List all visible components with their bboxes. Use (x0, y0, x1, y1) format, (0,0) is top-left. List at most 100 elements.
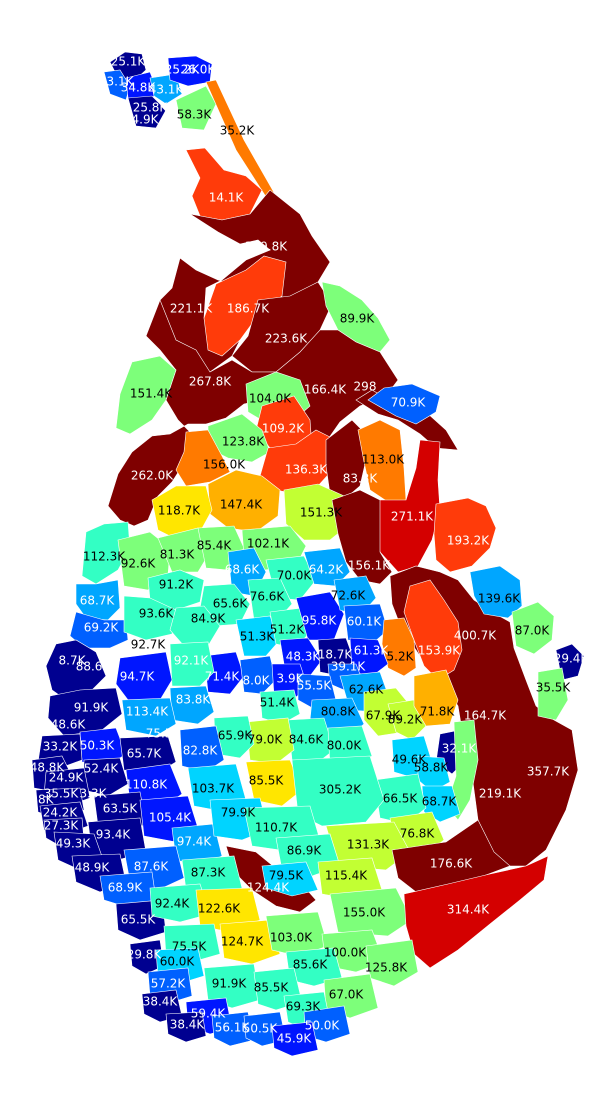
region-central-north-4 (175, 429, 231, 487)
region-south-blue-56 (211, 1011, 255, 1047)
region-value-label: 61.3K (354, 644, 390, 658)
region-value-label: 8.0K (243, 674, 271, 688)
region-value-label: 95.8K (302, 614, 338, 628)
region-value-label: 81.3K (160, 548, 196, 562)
region-value-label: 100.0K (324, 946, 367, 960)
region-value-label: 48.3K (286, 650, 322, 664)
region-value-label: 68.7K (422, 795, 458, 809)
region-northwest-1 (107, 299, 277, 527)
region-value-label: 122.6K (198, 902, 241, 916)
region-value-label: 24.9K (49, 771, 85, 785)
region-value-label: 33.2K (43, 740, 79, 754)
region-sc-aqua-92 (149, 883, 211, 923)
region-value-label: 76.6K (250, 590, 286, 604)
region-central-royal-71 (203, 651, 245, 695)
region-value-label: 25.8K (133, 101, 169, 115)
region-east-orange-5 (381, 617, 417, 677)
region-value-label: 56.1K (215, 1021, 251, 1035)
region-value-label: 26.0K (181, 63, 217, 77)
region-value-label: 166.4K (304, 383, 347, 397)
region-value-label: 43.1K (149, 83, 185, 97)
region-center-cyan-51 (235, 615, 281, 657)
region-value-label: 136.3K (285, 463, 328, 477)
region-value-label: 55.5K (297, 679, 333, 693)
region-value-label: 50.0K (305, 1019, 341, 1033)
region-value-label: 118.7K (158, 504, 201, 518)
region-value-label: 124.4K (247, 881, 290, 895)
region-se-darkred-176 (391, 819, 511, 893)
region-central-sky-113 (121, 697, 177, 737)
region-value-label: 79.0K (248, 733, 284, 747)
region-value-label: 92.7K (131, 638, 167, 652)
region-value-label: 93.6K (139, 607, 175, 621)
region-west-blue-69 (69, 611, 129, 649)
region-value-label: 193.2K (447, 534, 490, 548)
region-value-label: 219.1K (479, 787, 522, 801)
region-value-label: 59.4K (191, 1007, 227, 1021)
region-value-label: 89.2K (388, 713, 424, 727)
region-value-label: 110.8K (125, 778, 168, 792)
region-central-aqua-51 (259, 689, 301, 725)
region-value-label: 155.0K (343, 906, 386, 920)
region-value-label: 92.6K (121, 557, 157, 571)
region-south-royal-45 (271, 1021, 319, 1057)
region-value-label: 113.4K (126, 705, 169, 719)
region-value-label: 29.4K (554, 652, 590, 666)
region-central-blue-8 (239, 655, 277, 695)
region-value-label: 125.8K (365, 961, 408, 975)
region-value-label: 49.6K (392, 753, 428, 767)
region-value-label: 3.9K (277, 672, 305, 686)
region-value-label: 60.1K (347, 615, 383, 629)
region-value-label: 65.6K (213, 597, 249, 611)
region-value-label: 57.2K (151, 977, 187, 991)
region-value-label: 68.9K (108, 881, 144, 895)
region-value-label: 151.3K (300, 506, 343, 520)
region-value-label: 271.1K (391, 510, 434, 524)
region-value-label: 87.6K (134, 860, 170, 874)
region-value-label: 60.0K (160, 955, 196, 969)
region-value-label: 151.4K (130, 387, 173, 401)
region-value-label: 45.9K (277, 1032, 313, 1046)
region-value-label: 51.3K (240, 630, 276, 644)
region-value-label: 91.9K (212, 977, 248, 991)
region-value-label: 86.9K (287, 844, 323, 858)
region-sc-yellow-124 (219, 919, 281, 965)
region-value-label: 87.3K (191, 866, 227, 880)
region-value-label: 62.6K (349, 683, 385, 697)
region-value-label: 115.4K (325, 869, 368, 883)
region-value-label: 79.9K (221, 806, 257, 820)
region-value-label: 38.4K (143, 995, 179, 1009)
region-west-skyblue-68 (75, 579, 121, 621)
region-value-label: 66.5K (383, 792, 419, 806)
region-value-label: 75.5K (146, 727, 182, 741)
region-value-label: 70.0K (277, 569, 313, 583)
region-value-label: 64.2K (309, 563, 345, 577)
region-center-amber (207, 469, 281, 533)
region-value-label: 80.0K (327, 739, 363, 753)
region-value-label: 305.2K (319, 783, 362, 797)
region-value-label: 71.8K (420, 705, 456, 719)
region-value-label: 88.6K (76, 660, 112, 674)
region-sc-lg-125 (365, 939, 419, 987)
region-value-label: 27.3K (44, 819, 80, 833)
region-value-label: 92.1K (174, 654, 210, 668)
region-value-label: 48.9K (75, 861, 111, 875)
region-darkred-east-1 (331, 489, 393, 585)
region-value-label: 80.8K (321, 705, 357, 719)
region-value-label: 25.1K (111, 55, 147, 69)
region-value-label: 314.4K (447, 903, 490, 917)
region-value-label: 85.4K (197, 539, 233, 553)
region-sc-cyan-79b (261, 861, 319, 897)
region-value-label: 58.8K (414, 761, 450, 775)
region-value-label: 35.5K (536, 681, 572, 695)
region-west-green-81 (157, 527, 211, 573)
region-value-label: 72.6K (331, 589, 367, 603)
region-value-label: 92.4K (155, 897, 191, 911)
region-east-lg-87 (511, 601, 555, 655)
region-value-label: 71.4K (205, 670, 241, 684)
region-value-label: 63.5K (103, 802, 139, 816)
region-value-label: 153.9K (418, 644, 461, 658)
region-value-label: 85.6K (293, 958, 329, 972)
region-value-label: 156.0K (203, 458, 246, 472)
